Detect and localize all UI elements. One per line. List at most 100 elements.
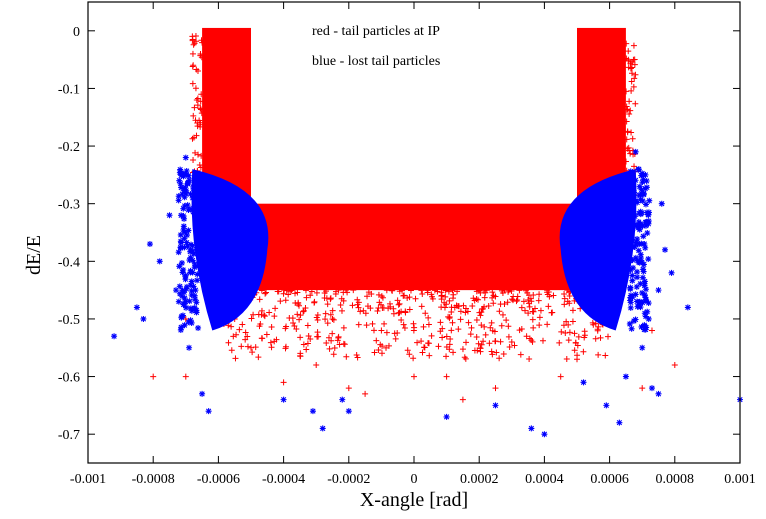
red-point bbox=[197, 105, 204, 112]
red-point bbox=[244, 333, 251, 340]
red-point bbox=[478, 305, 485, 312]
red-point bbox=[337, 301, 344, 308]
red-point bbox=[192, 117, 199, 124]
blue-point bbox=[190, 247, 197, 254]
red-point bbox=[215, 143, 222, 150]
red-point bbox=[437, 319, 444, 326]
red-point bbox=[424, 289, 431, 296]
red-point bbox=[345, 385, 352, 392]
red-point bbox=[396, 300, 403, 307]
red-point bbox=[249, 349, 256, 356]
blue-point bbox=[633, 283, 640, 290]
blue-point bbox=[636, 259, 643, 266]
red-point bbox=[304, 340, 311, 347]
red-point bbox=[443, 301, 450, 308]
red-point bbox=[255, 354, 262, 361]
blue-point bbox=[662, 246, 669, 253]
red-point bbox=[441, 304, 448, 311]
blue-point bbox=[622, 373, 629, 380]
blue-point bbox=[309, 408, 316, 415]
red-point bbox=[623, 118, 630, 125]
red-point bbox=[190, 157, 197, 164]
red-point bbox=[419, 349, 426, 356]
red-point bbox=[390, 305, 397, 312]
blue-point bbox=[638, 323, 645, 330]
red-point bbox=[511, 342, 518, 349]
red-point bbox=[443, 333, 450, 340]
red-point bbox=[395, 301, 402, 308]
blue-point bbox=[637, 220, 644, 227]
red-point bbox=[544, 291, 551, 298]
blue-point bbox=[182, 170, 189, 177]
blue-point bbox=[193, 211, 200, 218]
red-point bbox=[477, 312, 484, 319]
red-point bbox=[536, 291, 543, 298]
red-point bbox=[530, 291, 537, 298]
red-point bbox=[597, 334, 604, 341]
x-tick-label: 0.0002 bbox=[460, 472, 499, 487]
blue-point bbox=[639, 179, 646, 186]
red-point bbox=[492, 293, 499, 300]
red-point bbox=[192, 85, 199, 92]
blue-point bbox=[191, 264, 198, 271]
blue-point bbox=[641, 240, 648, 247]
blue-point bbox=[181, 244, 188, 251]
red-point bbox=[491, 328, 498, 335]
red-point bbox=[244, 343, 251, 350]
red-point bbox=[448, 308, 455, 315]
blue-point bbox=[630, 178, 637, 185]
red-point bbox=[514, 293, 521, 300]
blue-point bbox=[629, 244, 636, 251]
red-point bbox=[465, 319, 472, 326]
x-tick-label: -0.0004 bbox=[262, 472, 305, 487]
red-point bbox=[343, 353, 350, 360]
red-point bbox=[489, 289, 496, 296]
red-point bbox=[290, 319, 297, 326]
blue-point bbox=[194, 277, 201, 284]
red-point bbox=[575, 333, 582, 340]
red-point bbox=[626, 147, 633, 154]
red-point bbox=[190, 112, 197, 119]
red-point bbox=[445, 288, 452, 295]
red-point bbox=[198, 91, 205, 98]
red-point bbox=[336, 341, 343, 348]
red-point bbox=[193, 132, 200, 139]
blue-point bbox=[345, 408, 352, 415]
blue-point bbox=[643, 219, 650, 226]
blue-point bbox=[638, 172, 645, 179]
red-point bbox=[487, 324, 494, 331]
blue-point bbox=[140, 315, 147, 322]
blue-point bbox=[645, 315, 652, 322]
blue-point bbox=[179, 191, 186, 198]
blue-point bbox=[187, 191, 194, 198]
red-point bbox=[410, 320, 417, 327]
red-point bbox=[594, 327, 601, 334]
red-point bbox=[442, 287, 449, 294]
red-point bbox=[391, 330, 398, 337]
red-point bbox=[308, 288, 315, 295]
red-point bbox=[488, 348, 495, 355]
red-point bbox=[297, 312, 304, 319]
blue-dense-region bbox=[191, 169, 269, 331]
red-point bbox=[280, 379, 287, 386]
red-point bbox=[628, 70, 635, 77]
blue-point bbox=[633, 239, 640, 246]
red-point bbox=[300, 308, 307, 315]
blue-point bbox=[187, 254, 194, 261]
red-point bbox=[624, 129, 631, 136]
red-point bbox=[390, 310, 397, 317]
red-point bbox=[461, 354, 468, 361]
x-tick-label: -0.0006 bbox=[197, 472, 240, 487]
blue-point bbox=[634, 236, 641, 243]
red-point bbox=[503, 317, 510, 324]
blue-point bbox=[641, 278, 648, 285]
red-point bbox=[378, 350, 385, 357]
red-point bbox=[626, 110, 633, 117]
red-point bbox=[435, 343, 442, 350]
red-point bbox=[496, 308, 503, 315]
red-point bbox=[566, 329, 573, 336]
blue-point bbox=[639, 274, 646, 281]
red-point bbox=[191, 40, 198, 47]
red-point bbox=[406, 351, 413, 358]
red-point bbox=[431, 287, 438, 294]
